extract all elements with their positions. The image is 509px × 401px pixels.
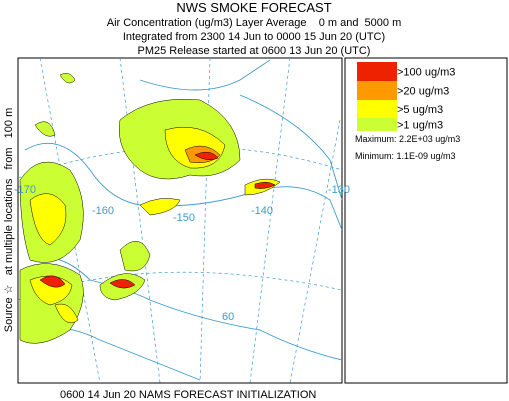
header-line: Integrated from 2300 14 Jun to 0000 15 J… <box>123 31 385 43</box>
smoke-area <box>194 151 219 161</box>
legend-swatch <box>357 100 397 118</box>
smoke-area <box>39 275 66 288</box>
legend-swatch <box>357 81 397 100</box>
smoke-area <box>254 182 276 189</box>
smoke-area <box>54 303 79 324</box>
graticule-label: -140 <box>251 205 273 217</box>
graticule <box>39 58 101 383</box>
minimum: Minimum: 1.1E-09 ug/m3 <box>355 151 456 161</box>
legend-label: >1 ug/m3 <box>397 120 443 132</box>
legend-label: >20 ug/m3 <box>397 86 449 98</box>
graticule-label: -160 <box>92 205 114 217</box>
legend-swatch <box>357 62 397 81</box>
graticule-label: -130 <box>328 184 350 196</box>
legend: >100 ug/m3 >20 ug/m3 >5 ug/m3 >1 ug/m3 <box>357 62 455 132</box>
header-line: PM25 Release started at 0600 13 Jun 20 (… <box>138 45 371 57</box>
smoke-area <box>34 121 56 137</box>
map-body <box>18 58 342 383</box>
title: NWS SMOKE FORECAST <box>176 0 331 15</box>
smoke-area <box>119 241 151 272</box>
smoke-area <box>139 198 181 216</box>
coastline <box>139 59 342 201</box>
header-line: Air Concentration (ug/m3) Layer Average … <box>107 17 402 29</box>
graticule <box>249 58 291 383</box>
graticule-label: 60 <box>222 311 234 323</box>
coastline <box>29 257 342 361</box>
source-label: Source ☆ at multiple locations from 100 … <box>3 108 15 332</box>
footer: 0600 14 Jun 20 NAMS FORECAST INITIALIZAT… <box>60 389 316 401</box>
maximum: Maximum: 2.2E+03 ug/m3 <box>355 134 460 144</box>
graticule-label: -170 <box>14 184 36 196</box>
smoke-area <box>109 279 136 289</box>
graticule-labels: -170 -160 -150 -140 -130 60 <box>14 184 350 323</box>
graticule-label: -150 <box>173 212 195 224</box>
smoke-area <box>59 73 76 84</box>
legend-label: >5 ug/m3 <box>397 104 443 116</box>
legend-label: >100 ug/m3 <box>397 67 455 79</box>
smoke-area <box>29 193 67 246</box>
graticule <box>119 58 161 383</box>
graticule <box>289 119 341 383</box>
legend-swatch <box>357 118 397 131</box>
